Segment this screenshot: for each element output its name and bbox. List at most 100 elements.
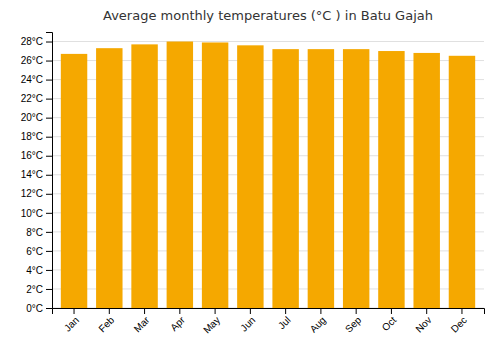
y-tick-mark [46,213,52,214]
x-tick-label: Nov [413,314,433,334]
grid-line [52,41,484,42]
x-tick-mark [215,308,216,314]
y-tick-mark [46,118,52,119]
y-tick: 2°C [26,284,52,295]
bar [272,49,298,308]
x-tick-label: Jun [238,314,257,333]
y-tick-mark [46,251,52,252]
x-tick-mark [461,308,462,314]
bar [167,42,193,308]
y-tick: 24°C [21,74,52,85]
x-axis: Jan Feb Mar Apr May Jun Jul Aug Sep Oct Nov Dec [53,308,485,336]
y-tick: 10°C [21,208,52,219]
bar [131,44,157,308]
y-tick: 8°C [26,227,52,238]
bar [308,49,334,308]
y-tick: 20°C [21,112,52,123]
y-tick-mark [46,80,52,81]
y-tick-label: 2°C [26,284,43,295]
y-tick-mark [46,61,52,62]
x-tick-label: Jul [276,314,293,331]
x-tick: Mar [132,308,152,334]
y-tick: 16°C [21,150,52,161]
y-tick-label: 10°C [21,208,43,219]
x-tick: Apr [168,308,187,333]
bar [237,45,263,308]
x-tick-mark [250,308,251,314]
x-tick-label: May [201,314,222,335]
y-tick-label: 14°C [21,169,43,180]
x-tick-label: Mar [132,314,152,334]
y-axis: 0°C 2°C 4°C 6°C 8°C 10°C 12°C 14°C 16°C 18°C 20°C 2… [21,33,53,314]
y-tick: 12°C [21,188,52,199]
x-tick: Sep [343,308,364,335]
x-tick-mark [426,308,427,314]
y-tick: 22°C [21,93,52,104]
x-tick-label: Aug [308,314,328,334]
title: Average monthly temperatures (°C ) in Ba… [103,8,433,23]
y-tick-label: 20°C [21,112,43,123]
y-tick: 4°C [26,265,52,276]
y-tick: 18°C [21,131,52,142]
y-tick: 28°C [21,36,52,47]
x-tick-label: Dec [449,314,469,334]
y-tick-mark [46,42,52,43]
x-tick-mark [391,308,392,314]
y-tick-label: 26°C [21,55,43,66]
bar [413,53,439,308]
y-tick: 0°C [26,303,52,314]
x-tick-label: Jan [62,314,81,333]
x-tick-label: Oct [380,314,399,333]
y-tick-mark [46,137,52,138]
y-tick: 14°C [21,169,52,180]
x-tick: May [201,308,222,336]
x-tick-mark [109,308,110,314]
y-tick-mark [46,270,52,271]
x-tick: Jun [238,308,257,334]
bar [343,49,369,308]
y-tick-mark [46,99,52,100]
y-tick-label: 22°C [21,93,43,104]
y-tick-label: 8°C [26,227,43,238]
x-tick: Feb [96,308,116,334]
x-tick-mark [179,308,180,314]
y-axis-line [46,33,53,309]
x-tick: Aug [308,308,328,335]
grid [52,42,484,308]
y-tick-label: 28°C [21,36,43,47]
plot: 0°C 2°C 4°C 6°C 8°C 10°C 12°C 14°C 16°C 18°C 20°C 2… [21,33,485,336]
x-tick: Nov [413,308,433,335]
chart: Average monthly temperatures (°C ) in Ba… [0,0,500,350]
y-tick-label: 16°C [21,150,43,161]
y-tick-mark [46,308,52,309]
bar [378,51,404,308]
x-tick-mark [285,308,286,314]
x-tick-label: Feb [96,314,116,334]
x-tick-mark [74,308,75,314]
bar [449,56,475,308]
y-tick-mark [46,289,52,290]
bars [61,42,475,308]
y-tick-label: 12°C [21,188,43,199]
y-tick-mark [46,175,52,176]
bar [61,54,87,308]
y-tick: 6°C [26,246,52,257]
x-tick: Jul [276,308,293,331]
y-tick: 26°C [21,55,52,66]
x-tick-label: Sep [343,314,364,335]
y-tick-label: 6°C [26,246,43,257]
y-tick-label: 4°C [26,265,43,276]
y-tick-label: 0°C [26,303,43,314]
x-axis-line [53,309,485,315]
y-tick-mark [46,232,52,233]
bar [202,42,228,308]
x-tick-mark [144,308,145,314]
y-tick-label: 18°C [21,131,43,142]
x-tick-mark [320,308,321,314]
y-tick-mark [46,156,52,157]
y-tick-mark [46,194,52,195]
x-tick: Jan [62,308,81,334]
x-tick: Dec [449,308,469,335]
y-tick-label: 24°C [21,74,43,85]
x-tick: Oct [380,308,399,333]
